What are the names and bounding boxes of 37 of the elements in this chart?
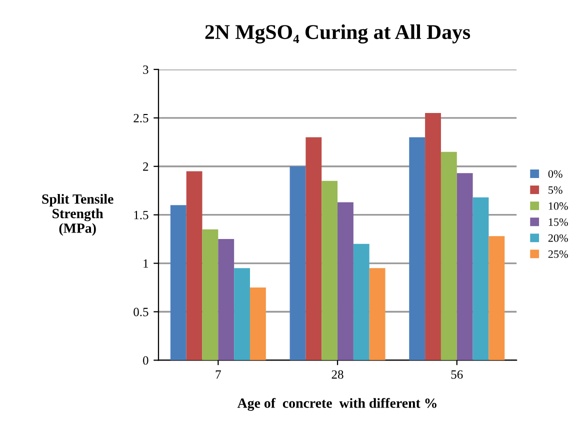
x-tick-label: 28	[332, 370, 344, 379]
bar	[170, 205, 186, 360]
x-tick-label: 7	[216, 370, 221, 379]
bar	[250, 288, 266, 360]
bar	[218, 239, 234, 360]
legend-label: 25%	[548, 250, 568, 258]
legend-label: 5%	[548, 186, 562, 194]
chart-title: 2N MgSO₄ Curing at All Days	[205, 24, 470, 44]
bar	[456, 173, 473, 360]
bar	[202, 229, 218, 360]
legend-label: 20%	[548, 234, 568, 242]
y-tick-label: 2.5	[134, 114, 148, 122]
y-tick-label: 0.5	[134, 308, 148, 316]
bar	[488, 236, 505, 360]
y-tick-label: 1.5	[134, 210, 148, 220]
y-tick-label: 3	[143, 66, 148, 74]
x-tick-label: 56	[451, 370, 463, 379]
legend-label: 10%	[548, 202, 568, 210]
bar	[425, 113, 441, 360]
y-axis-title: Split Tensile Strength (MPa)	[42, 194, 114, 236]
bar	[353, 244, 370, 360]
y-tick-label: 1	[144, 259, 148, 268]
bar	[472, 197, 489, 360]
legend-label: 0%	[548, 170, 562, 178]
x-axis-title: Age of concrete with different %	[237, 398, 436, 411]
bar	[306, 137, 322, 360]
y-tick-label: 0	[142, 356, 148, 365]
bar	[186, 171, 202, 360]
bar	[290, 166, 306, 360]
bar	[234, 268, 250, 360]
bar	[369, 268, 386, 360]
legend-label: 15%	[548, 218, 568, 226]
bar	[440, 152, 457, 360]
bar	[409, 137, 426, 360]
bar	[322, 180, 338, 360]
y-tick-label: 2	[143, 162, 148, 171]
bar	[338, 202, 354, 360]
